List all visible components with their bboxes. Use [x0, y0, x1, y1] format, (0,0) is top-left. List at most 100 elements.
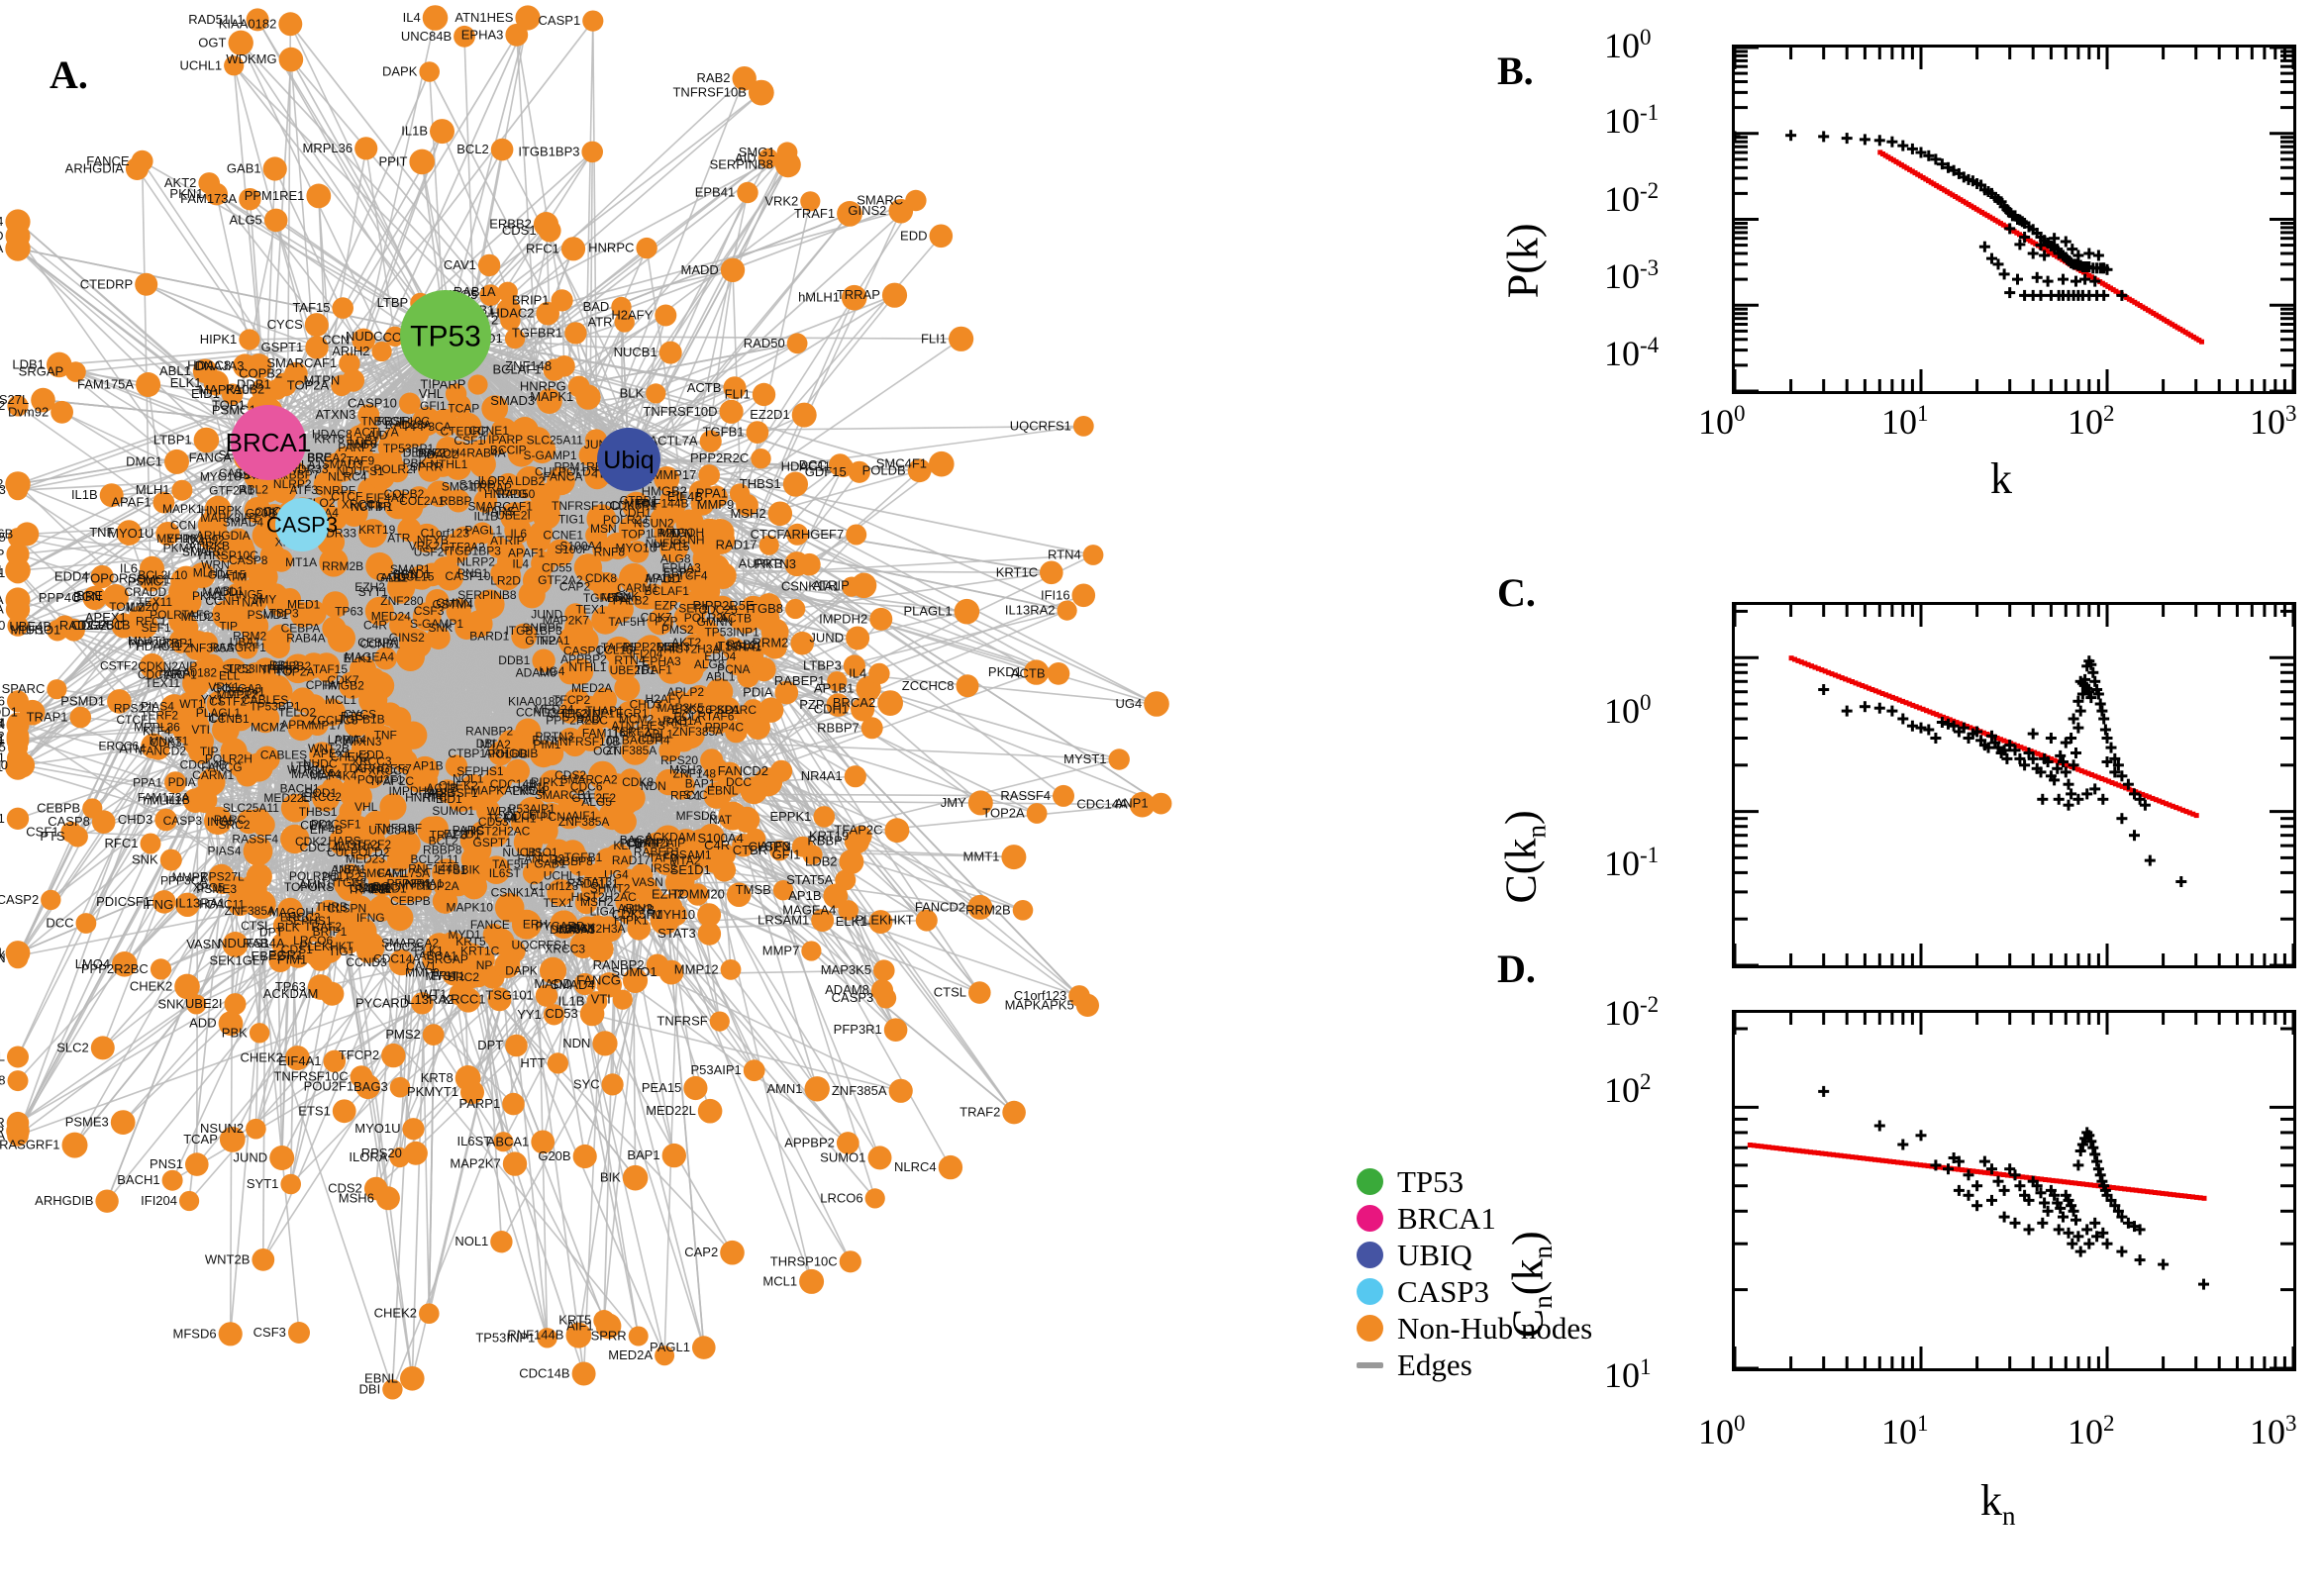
network-node[interactable]	[7, 528, 29, 549]
network-node[interactable]	[47, 351, 72, 378]
network-node[interactable]	[664, 903, 687, 927]
network-node[interactable]	[564, 613, 593, 643]
network-node[interactable]	[823, 883, 849, 909]
network-node[interactable]	[320, 981, 345, 1006]
network-node[interactable]	[438, 953, 464, 979]
network-node[interactable]	[191, 784, 217, 810]
network-node[interactable]	[441, 932, 464, 955]
network-node[interactable]	[691, 636, 714, 658]
network-node[interactable]	[91, 810, 116, 834]
network-node[interactable]	[612, 989, 633, 1010]
network-node[interactable]	[445, 754, 468, 777]
network-node[interactable]	[756, 593, 782, 619]
network-node[interactable]	[374, 647, 397, 670]
network-node[interactable]	[650, 507, 675, 533]
network-node[interactable]	[490, 418, 518, 445]
network-node[interactable]	[266, 678, 293, 705]
network-node[interactable]	[839, 1250, 861, 1273]
network-node[interactable]	[848, 460, 870, 483]
network-node[interactable]	[199, 653, 225, 679]
network-node[interactable]	[454, 1065, 481, 1091]
network-node[interactable]	[618, 515, 645, 542]
network-node[interactable]	[751, 449, 771, 469]
network-node[interactable]	[551, 775, 574, 799]
network-node[interactable]	[573, 972, 596, 996]
network-node[interactable]	[836, 1132, 859, 1154]
network-node[interactable]	[140, 833, 161, 854]
network-node[interactable]	[455, 987, 481, 1013]
network-node[interactable]	[284, 1046, 310, 1071]
network-node[interactable]	[154, 808, 177, 832]
network-node[interactable]	[596, 916, 620, 940]
network-node[interactable]	[203, 370, 229, 396]
network-node[interactable]	[505, 758, 530, 784]
network-node[interactable]	[399, 628, 429, 657]
network-node[interactable]	[430, 119, 454, 145]
network-node[interactable]	[529, 521, 554, 547]
network-node[interactable]	[355, 932, 385, 961]
network-node[interactable]	[1047, 662, 1070, 685]
network-node[interactable]	[617, 898, 645, 926]
network-node[interactable]	[697, 922, 722, 946]
network-node[interactable]	[90, 564, 114, 589]
network-node[interactable]	[652, 846, 682, 875]
network-node[interactable]	[726, 882, 752, 907]
network-node[interactable]	[47, 619, 68, 642]
network-node[interactable]	[433, 874, 455, 897]
network-node[interactable]	[720, 257, 746, 282]
network-node[interactable]	[728, 605, 754, 631]
network-node[interactable]	[61, 1132, 88, 1158]
network-node[interactable]	[457, 962, 484, 989]
network-node[interactable]	[416, 769, 439, 792]
network-node[interactable]	[140, 555, 164, 581]
network-node[interactable]	[659, 534, 688, 562]
network-node[interactable]	[574, 891, 598, 915]
network-node[interactable]	[688, 480, 712, 504]
network-node[interactable]	[473, 489, 498, 513]
network-node[interactable]	[697, 903, 722, 928]
network-node[interactable]	[266, 587, 296, 617]
network-node[interactable]	[382, 1379, 403, 1400]
network-node[interactable]	[770, 759, 793, 782]
network-node[interactable]	[164, 771, 187, 794]
network-node[interactable]	[288, 1322, 310, 1344]
network-node[interactable]	[409, 564, 435, 590]
network-node[interactable]	[362, 728, 387, 752]
network-node[interactable]	[758, 535, 779, 555]
network-node[interactable]	[371, 341, 392, 362]
network-node[interactable]	[1026, 803, 1048, 824]
network-node[interactable]	[422, 5, 449, 31]
network-node[interactable]	[758, 148, 779, 169]
network-node[interactable]	[364, 596, 394, 626]
network-node[interactable]	[488, 741, 513, 766]
network-node[interactable]	[479, 781, 502, 805]
network-node[interactable]	[389, 580, 413, 604]
network-node[interactable]	[152, 491, 175, 514]
network-node[interactable]	[358, 685, 388, 715]
network-node[interactable]	[846, 626, 870, 650]
network-node[interactable]	[239, 188, 261, 211]
network-node[interactable]	[1057, 600, 1077, 621]
network-node[interactable]	[294, 657, 319, 682]
network-node[interactable]	[954, 598, 980, 625]
network-node[interactable]	[547, 539, 574, 566]
network-node[interactable]	[447, 489, 470, 513]
network-node[interactable]	[249, 1023, 270, 1044]
network-node[interactable]	[877, 690, 903, 716]
network-node[interactable]	[1150, 792, 1172, 815]
network-node[interactable]	[31, 387, 55, 413]
network-node[interactable]	[746, 421, 769, 444]
network-node[interactable]	[322, 903, 351, 932]
network-node[interactable]	[864, 1188, 885, 1209]
network-node[interactable]	[340, 499, 368, 527]
network-node[interactable]	[477, 253, 501, 277]
network-node[interactable]	[323, 1049, 347, 1073]
network-node[interactable]	[287, 714, 315, 742]
network-node[interactable]	[614, 675, 641, 701]
network-node[interactable]	[572, 1144, 597, 1169]
network-node[interactable]	[262, 156, 287, 181]
network-node[interactable]	[719, 399, 744, 424]
network-node[interactable]	[801, 941, 822, 961]
network-node[interactable]	[419, 1303, 440, 1324]
network-node[interactable]	[197, 511, 228, 541]
